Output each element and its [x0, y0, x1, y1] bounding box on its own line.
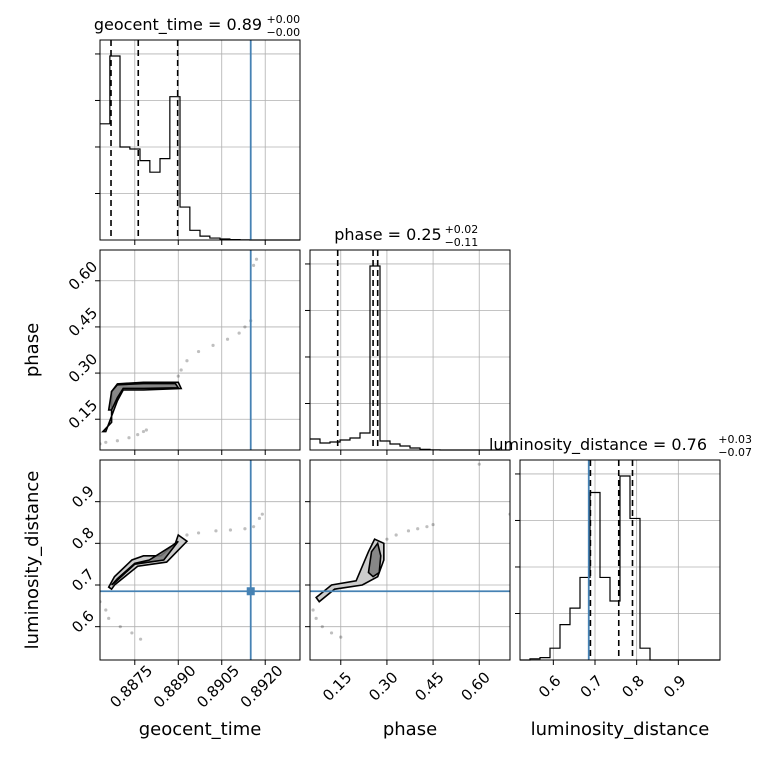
sample-point: [185, 359, 189, 363]
title-sub-luminosity_distance: −0.07: [718, 446, 752, 459]
truth-marker: [246, 587, 255, 596]
panel-frame: [519, 459, 721, 661]
x-axis-label-geocent_time: geocent_time: [139, 719, 262, 740]
sample-point: [196, 349, 201, 354]
sample-point: [385, 537, 389, 541]
sample-point: [477, 462, 481, 466]
sample-point: [196, 531, 201, 535]
sample-point: [127, 436, 131, 440]
sample-point: [243, 527, 247, 531]
sample-point: [107, 616, 111, 620]
scatter-panel-phase-vs-luminosity_distance: [305, 459, 511, 665]
y-tick-label: 0.45: [65, 304, 101, 340]
histogram-panel-geocent_time: geocent_time = 0.89 +0.00−0.00: [94, 13, 301, 245]
title-sub-geocent_time: −0.00: [266, 26, 300, 39]
panel-frame: [99, 459, 301, 661]
sample-point: [431, 522, 435, 527]
sample-point: [138, 637, 143, 641]
x-tick-label: 0.9: [660, 672, 690, 702]
sample-point: [416, 527, 420, 531]
sample-point: [144, 428, 148, 432]
y-tick-label: 0.6: [68, 607, 98, 637]
panel-frame: [309, 459, 511, 661]
sample-point: [115, 439, 119, 443]
title-luminosity_distance: luminosity_distance = 0.76: [489, 435, 707, 455]
sample-point: [339, 635, 343, 639]
x-tick-label: 0.8905: [193, 662, 243, 712]
x-tick-label: 0.30: [365, 668, 401, 704]
title-sup-geocent_time: +0.00: [266, 13, 300, 26]
sample-point: [130, 631, 134, 635]
y-tick-label: 0.15: [65, 396, 101, 432]
sample-point: [252, 525, 256, 529]
sample-point: [243, 325, 247, 329]
title-sup-luminosity_distance: +0.03: [718, 433, 752, 446]
sample-point: [252, 263, 256, 267]
sample-point: [406, 529, 411, 533]
title-sub-phase: −0.11: [445, 236, 479, 249]
sample-point: [254, 257, 259, 261]
title-phase: phase = 0.25: [334, 225, 441, 244]
x-tick-label: 0.60: [458, 668, 494, 704]
sample-point: [260, 512, 264, 516]
x-tick-label: 0.8: [618, 672, 648, 702]
histogram-panel-phase: phase = 0.25 +0.02−0.11: [305, 223, 511, 455]
histogram-step-luminosity_distance: [520, 475, 720, 661]
sample-point: [136, 433, 140, 437]
sample-point: [425, 525, 429, 529]
x-tick-label: 0.7: [577, 672, 607, 702]
histogram-step-geocent_time: [100, 55, 300, 241]
x-tick-label: 0.45: [411, 668, 447, 704]
sample-point: [176, 374, 180, 378]
contour-level-2: [111, 540, 179, 586]
sample-point: [237, 331, 241, 335]
y-tick-label: 0.8: [68, 524, 98, 554]
histogram-step-phase: [310, 265, 510, 451]
x-tick-label: 0.6: [535, 672, 565, 702]
sample-point: [104, 608, 108, 612]
y-tick-label: 0.60: [65, 258, 101, 294]
x-tick-label: 0.8920: [237, 662, 287, 712]
sample-point: [214, 529, 218, 533]
contour-level-2: [107, 382, 180, 411]
sample-point: [320, 625, 324, 629]
panel-frame: [309, 249, 511, 451]
sample-point: [311, 608, 315, 612]
y-tick-label: 0.7: [68, 565, 98, 595]
y-tick-label: 0.30: [65, 350, 101, 386]
sample-point: [211, 343, 215, 347]
y-tick-label: 0.9: [68, 482, 98, 512]
x-tick-label: 0.8890: [150, 662, 200, 712]
sample-point: [185, 533, 189, 537]
panel-frame: [99, 249, 301, 451]
sample-point: [394, 533, 398, 537]
scatter-panel-geocent_time-vs-luminosity_distance: [95, 459, 301, 665]
title-geocent_time: geocent_time = 0.89: [94, 15, 262, 35]
histogram-panel-luminosity_distance: luminosity_distance = 0.76 +0.03−0.07: [489, 433, 752, 665]
title-sup-phase: +0.02: [445, 223, 479, 236]
x-axis-label-phase: phase: [383, 719, 437, 740]
sample-point: [329, 631, 334, 635]
sample-point: [257, 516, 262, 520]
y-axis-label-luminosity_distance: luminosity_distance: [22, 471, 43, 650]
y-axis-label-phase: phase: [22, 323, 43, 377]
contour-level-2: [367, 541, 382, 578]
sample-point: [104, 440, 108, 444]
sample-point: [225, 337, 230, 341]
sample-point: [141, 429, 146, 434]
panel-frame: [99, 39, 301, 241]
x-tick-label: 0.8875: [106, 662, 156, 712]
sample-point: [118, 625, 122, 629]
sample-point: [179, 368, 183, 372]
scatter-panel-geocent_time-vs-phase: [95, 249, 301, 455]
sample-point: [228, 528, 233, 532]
x-tick-label: 0.15: [319, 668, 355, 704]
sample-point: [314, 616, 318, 620]
x-axis-label-luminosity_distance: luminosity_distance: [531, 719, 710, 740]
